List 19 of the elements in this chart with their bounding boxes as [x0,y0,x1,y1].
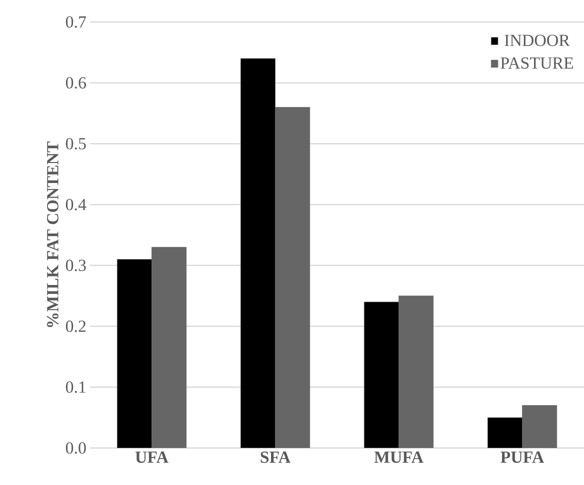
x-tick-label: PUFA [500,452,544,463]
y-tick-label: 0.1 [66,381,86,393]
y-tick-label: 0.3 [66,260,86,272]
bar [116,259,152,448]
legend-label: PASTURE [500,57,574,69]
y-tick-label: 0.2 [66,320,86,332]
y-tick-label: 0.6 [66,77,86,89]
x-tick-label: MUFA [374,452,424,463]
y-tick-label: 0.7 [66,16,86,28]
y-tick-label: 0.5 [66,138,86,150]
x-tick-label: SFA [260,452,291,463]
y-axis-title: %MILK FAT CONTENT [46,141,58,328]
y-tick-label: 0.0 [66,442,86,454]
x-tick-label: UFA [135,452,168,463]
bar [240,58,276,448]
legend-label: INDOOR [504,34,570,46]
y-tick-label: 0.4 [66,198,86,210]
bar [487,417,522,448]
bar [364,302,399,448]
